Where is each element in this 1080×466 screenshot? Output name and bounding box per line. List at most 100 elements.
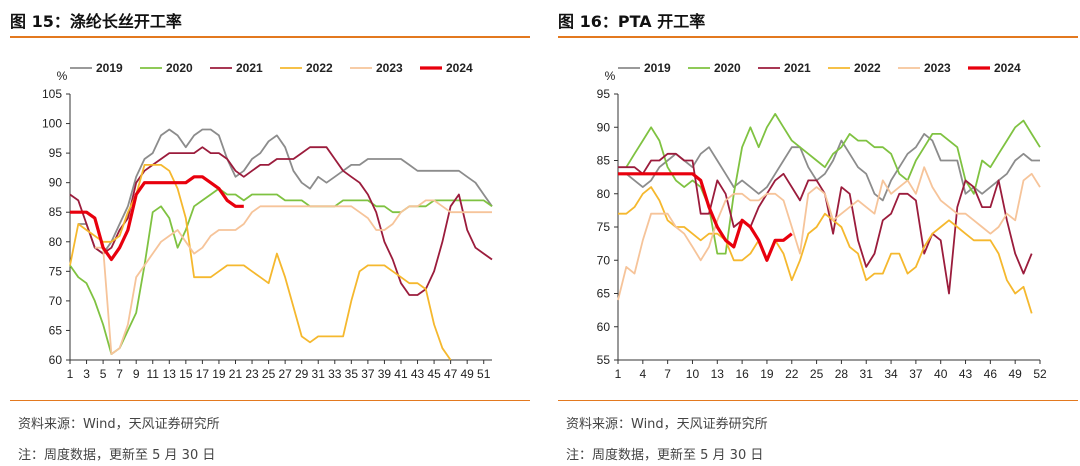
y-tick-label: 75 (597, 220, 611, 234)
x-tick-label: 15 (179, 367, 193, 381)
x-tick-label: 39 (378, 367, 392, 381)
legend-label-2020: 2020 (714, 61, 741, 75)
source-note: 资料来源：Wind，天风证券研究所 (566, 417, 768, 432)
x-tick-label: 5 (100, 367, 107, 381)
y-tick-label: 85 (49, 205, 63, 219)
x-tick-label: 49 (460, 367, 474, 381)
y-tick-label: 70 (49, 294, 63, 308)
y-tick-label: 95 (597, 87, 611, 101)
legend-label-2024: 2024 (994, 61, 1021, 75)
y-tick-label: 80 (49, 235, 63, 249)
x-tick-label: 51 (477, 367, 491, 381)
x-tick-label: 49 (1008, 367, 1022, 381)
source-note: 资料来源：Wind，天风证券研究所 (18, 417, 220, 432)
y-tick-label: 90 (49, 176, 63, 190)
series-line-2022 (618, 186, 1033, 314)
x-tick-label: 45 (427, 367, 441, 381)
x-tick-label: 46 (984, 367, 998, 381)
series-line-2024 (70, 175, 244, 262)
series-line-2023 (617, 166, 1041, 301)
x-tick-label: 47 (444, 367, 458, 381)
y-tick-label: 65 (49, 323, 63, 337)
x-tick-label: 43 (411, 367, 425, 381)
y-unit-label: % (605, 69, 616, 83)
title-rule (558, 36, 1078, 38)
x-tick-label: 52 (1033, 367, 1047, 381)
x-tick-label: 10 (686, 367, 700, 381)
y-tick-label: 80 (597, 187, 611, 201)
y-tick-label: 90 (597, 120, 611, 134)
x-tick-label: 1 (67, 367, 74, 381)
x-tick-label: 34 (884, 367, 898, 381)
x-tick-label: 27 (278, 367, 292, 381)
x-tick-label: 4 (639, 367, 646, 381)
x-tick-label: 23 (245, 367, 259, 381)
x-tick-label: 25 (810, 367, 824, 381)
y-tick-label: 95 (49, 146, 63, 160)
x-tick-label: 1 (615, 367, 622, 381)
y-tick-label: 85 (597, 154, 611, 168)
y-tick-label: 55 (597, 353, 611, 367)
x-tick-label: 11 (147, 367, 160, 381)
legend-label-2022: 2022 (306, 61, 333, 75)
series-line-2023 (94, 199, 492, 355)
series-line-2024 (618, 172, 793, 262)
x-tick-label: 29 (295, 367, 309, 381)
legend-label-2023: 2023 (924, 61, 951, 75)
x-tick-label: 37 (361, 367, 375, 381)
y-tick-label: 100 (42, 117, 62, 131)
legend-label-2023: 2023 (376, 61, 403, 75)
y-unit-label: % (57, 69, 68, 83)
figure-16-panel: 图 16：PTA 开工率 55 60 65 70 75 80 85 90 95 1 4 7 10 13 16… (558, 0, 1080, 466)
y-tick-label: 60 (597, 320, 611, 334)
x-tick-label: 35 (345, 367, 359, 381)
x-tick-label: 17 (196, 367, 210, 381)
figure-title: 图 15：涤纶长丝开工率 (10, 12, 182, 31)
x-tick-label: 25 (262, 367, 276, 381)
x-tick-label: 21 (229, 367, 243, 381)
figure-15-panel: 图 15：涤纶长丝开工率 60 65 70 75 80 85 90 95 100 105 1 3 5 7 9… (10, 0, 540, 466)
legend-label-2019: 2019 (644, 61, 671, 75)
pta-operating-rate-chart: 55 60 65 70 75 80 85 90 95 1 4 7 10 13 16 19 22 25 28 31 34 3… (597, 61, 1047, 381)
x-tick-label: 22 (785, 367, 799, 381)
y-tick-label: 65 (597, 287, 611, 301)
y-tick-label: 75 (49, 264, 63, 278)
figure-title: 图 16：PTA 开工率 (558, 12, 706, 31)
series-line-2019 (625, 133, 1040, 202)
footnote: 注：周度数据，更新至 5 月 30 日 (566, 448, 764, 463)
y-tick-label: 60 (49, 353, 63, 367)
footer-rule (558, 400, 1078, 401)
x-tick-label: 31 (860, 367, 874, 381)
x-tick-label: 28 (835, 367, 849, 381)
legend-label-2021: 2021 (236, 61, 263, 75)
y-tick-label: 70 (597, 253, 611, 267)
x-tick-label: 7 (116, 367, 123, 381)
x-tick-label: 19 (760, 367, 774, 381)
x-tick-label: 43 (959, 367, 973, 381)
legend-label-2022: 2022 (854, 61, 881, 75)
x-tick-label: 37 (909, 367, 923, 381)
x-tick-label: 7 (664, 367, 671, 381)
legend-label-2020: 2020 (166, 61, 193, 75)
title-rule (10, 36, 530, 38)
legend-label-2024: 2024 (446, 61, 473, 75)
y-tick-label: 105 (42, 87, 62, 101)
x-tick-label: 13 (163, 367, 177, 381)
series-line-2020 (69, 187, 493, 355)
x-tick-label: 19 (212, 367, 226, 381)
x-tick-label: 31 (312, 367, 326, 381)
footnote: 注：周度数据，更新至 5 月 30 日 (18, 448, 216, 463)
x-tick-label: 41 (394, 367, 408, 381)
x-tick-label: 40 (934, 367, 948, 381)
series-line-2021 (69, 146, 493, 296)
x-tick-label: 33 (328, 367, 342, 381)
legend-label-2021: 2021 (784, 61, 811, 75)
footer-rule (10, 400, 530, 401)
x-tick-label: 16 (735, 367, 749, 381)
x-tick-label: 13 (711, 367, 725, 381)
x-tick-label: 3 (83, 367, 90, 381)
legend-label-2019: 2019 (96, 61, 123, 75)
x-tick-label: 9 (133, 367, 140, 381)
series-line-2019 (78, 128, 493, 255)
